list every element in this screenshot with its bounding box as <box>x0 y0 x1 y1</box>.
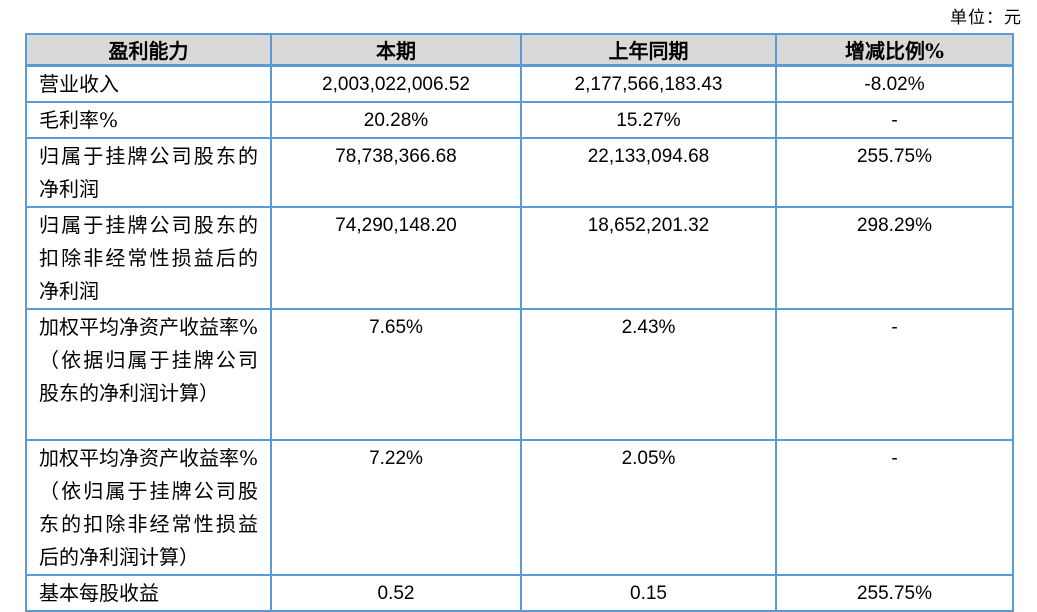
current-period-value: 78,738,366.68 <box>270 137 522 208</box>
current-period-value: 7.65% <box>270 308 522 441</box>
header-cell-change-ratio: 增减比例% <box>775 33 1014 67</box>
current-period-value: 2,003,022,006.52 <box>270 64 522 103</box>
change-ratio-value: 255.75% <box>775 137 1014 208</box>
prior-period-value: 2.05% <box>520 439 777 576</box>
prior-period-value: 2,177,566,183.43 <box>520 64 777 103</box>
prior-period-value: 2.43% <box>520 308 777 441</box>
change-ratio-value: - <box>775 308 1014 441</box>
row-label: 加权平均净资产收益率%（依归属于挂牌公司股东的扣除非经常性损益后的净利润计算） <box>25 439 272 576</box>
table-header-row: 盈利能力 本期 上年同期 增减比例% <box>25 33 1014 67</box>
header-cell-metric: 盈利能力 <box>25 33 272 67</box>
change-ratio-value: - <box>775 101 1014 139</box>
table-row-weighted-avg-roe-excl-nonrecurring: 加权平均净资产收益率%（依归属于挂牌公司股东的扣除非经常性损益后的净利润计算） … <box>25 439 1014 576</box>
prior-period-value: 22,133,094.68 <box>520 137 777 208</box>
table-row-net-profit: 归属于挂牌公司股东的净利润 78,738,366.68 22,133,094.6… <box>25 137 1014 208</box>
current-period-value: 74,290,148.20 <box>270 206 522 310</box>
change-ratio-value: - <box>775 439 1014 576</box>
row-label: 毛利率% <box>25 101 272 139</box>
prior-period-value: 18,652,201.32 <box>520 206 777 310</box>
table-row-revenue: 营业收入 2,003,022,006.52 2,177,566,183.43 -… <box>25 64 1014 103</box>
row-label: 归属于挂牌公司股东的净利润 <box>25 137 272 208</box>
unit-label: 单位：元 <box>950 8 1022 28</box>
change-ratio-value: -8.02% <box>775 64 1014 103</box>
table-row-weighted-avg-roe: 加权平均净资产收益率%（依据归属于挂牌公司股东的净利润计算） 7.65% 2.4… <box>25 308 1014 441</box>
prior-period-value: 15.27% <box>520 101 777 139</box>
prior-period-value: 0.15 <box>520 574 777 612</box>
header-cell-current-period: 本期 <box>270 33 522 67</box>
profitability-table: 盈利能力 本期 上年同期 增减比例% 营业收入 2,003,022,006.52… <box>25 33 1014 612</box>
current-period-value: 7.22% <box>270 439 522 576</box>
change-ratio-value: 255.75% <box>775 574 1014 612</box>
row-label: 营业收入 <box>25 64 272 103</box>
row-label: 归属于挂牌公司股东的扣除非经常性损益后的净利润 <box>25 206 272 310</box>
table-row-net-profit-excl-nonrecurring: 归属于挂牌公司股东的扣除非经常性损益后的净利润 74,290,148.20 18… <box>25 206 1014 310</box>
row-label: 基本每股收益 <box>25 574 272 612</box>
header-cell-prior-period: 上年同期 <box>520 33 777 67</box>
row-label: 加权平均净资产收益率%（依据归属于挂牌公司股东的净利润计算） <box>25 308 272 441</box>
table-row-gross-margin: 毛利率% 20.28% 15.27% - <box>25 101 1014 139</box>
current-period-value: 0.52 <box>270 574 522 612</box>
change-ratio-value: 298.29% <box>775 206 1014 310</box>
table-row-basic-eps: 基本每股收益 0.52 0.15 255.75% <box>25 574 1014 612</box>
current-period-value: 20.28% <box>270 101 522 139</box>
